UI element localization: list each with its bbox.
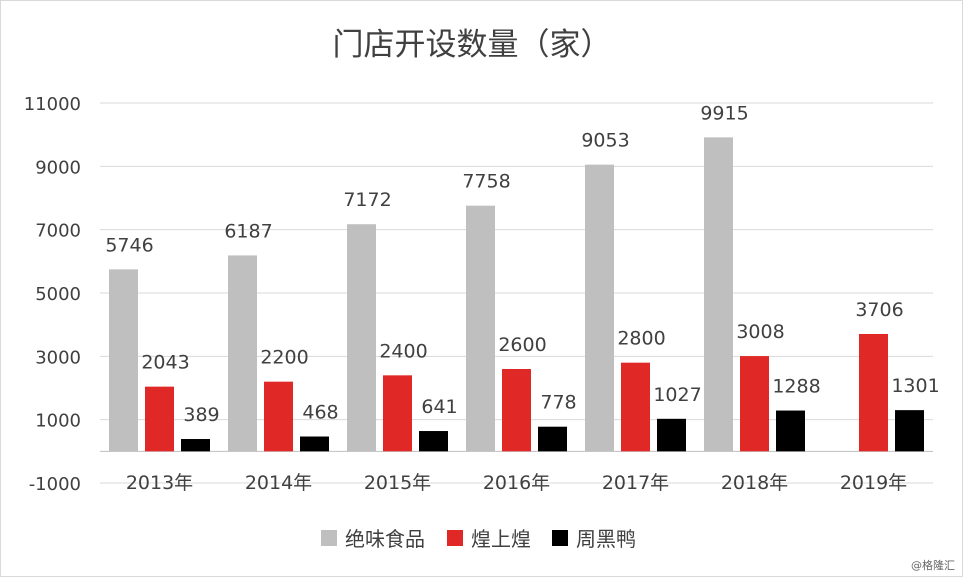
legend-label: 绝味食品 [345, 527, 425, 551]
chart-title: 门店开设数量（家） [333, 27, 612, 63]
data-label: 9053 [581, 130, 629, 152]
bar [704, 137, 733, 452]
y-tick-label: 11000 [24, 94, 81, 115]
bar [740, 356, 769, 452]
data-label: 2043 [141, 352, 189, 374]
data-label: 389 [183, 404, 219, 426]
bars [109, 137, 924, 452]
data-label: 3008 [736, 321, 784, 343]
bar [347, 224, 376, 452]
y-tick-label: 5000 [35, 284, 81, 305]
legend: 绝味食品 煌上煌 周黑鸭 [321, 527, 636, 551]
bar [859, 333, 888, 452]
bar [502, 369, 531, 452]
x-tick-label: 2017年 [602, 472, 669, 494]
data-label: 7172 [343, 189, 391, 211]
bar [109, 269, 138, 452]
data-label: 778 [540, 392, 576, 414]
bar [228, 255, 257, 452]
legend-swatch [321, 530, 337, 546]
legend-label: 周黑鸭 [576, 527, 636, 551]
x-tick-label: 2019年 [840, 472, 907, 494]
x-tick-label: 2015年 [364, 472, 431, 494]
data-label: 5746 [105, 234, 153, 256]
data-label: 2400 [379, 340, 427, 362]
bar [466, 205, 495, 452]
bar [383, 375, 412, 452]
y-tick-label: 7000 [35, 221, 81, 242]
bar [145, 386, 174, 452]
data-label: 2600 [498, 334, 546, 356]
data-label: 641 [421, 396, 457, 418]
data-label: 1027 [653, 384, 701, 406]
bar [264, 381, 293, 452]
bar [776, 410, 805, 452]
source-credit: @格隆汇 [911, 559, 955, 572]
bar [181, 439, 210, 452]
x-tick-label: 2014年 [245, 472, 312, 494]
bar [538, 426, 567, 452]
bar [300, 436, 329, 452]
x-tick-label: 2018年 [721, 472, 788, 494]
x-axis-tick-labels: 2013年 2014年 2015年 2016年 2017年 2018年 2019年 [126, 472, 907, 494]
y-tick-label: 3000 [35, 347, 81, 368]
data-label: 9915 [700, 102, 748, 124]
bar [657, 418, 686, 452]
bar [895, 410, 924, 452]
bar [621, 362, 650, 452]
data-label: 6187 [224, 220, 272, 242]
data-label: 2800 [617, 328, 665, 350]
x-tick-label: 2013年 [126, 472, 193, 494]
y-tick-label: 9000 [35, 157, 81, 178]
legend-label: 煌上煌 [471, 527, 531, 551]
data-label: 468 [302, 402, 338, 424]
data-label: 2200 [260, 347, 308, 369]
x-tick-label: 2016年 [483, 472, 550, 494]
y-tick-label: 1000 [35, 411, 81, 432]
y-tick-label: -1000 [29, 474, 81, 495]
legend-swatch [447, 530, 463, 546]
y-axis-tick-labels: -1000 1000 3000 5000 7000 9000 11000 [24, 94, 81, 495]
data-label: 3706 [855, 299, 903, 321]
bar [419, 431, 448, 452]
data-label: 1301 [891, 375, 939, 397]
legend-swatch [552, 530, 568, 546]
data-labels: 5746 2043 389 6187 2200 468 7172 2400 641 7758 260… [105, 102, 939, 426]
data-label: 1288 [772, 376, 820, 398]
bar [585, 164, 614, 452]
data-label: 7758 [462, 171, 510, 193]
